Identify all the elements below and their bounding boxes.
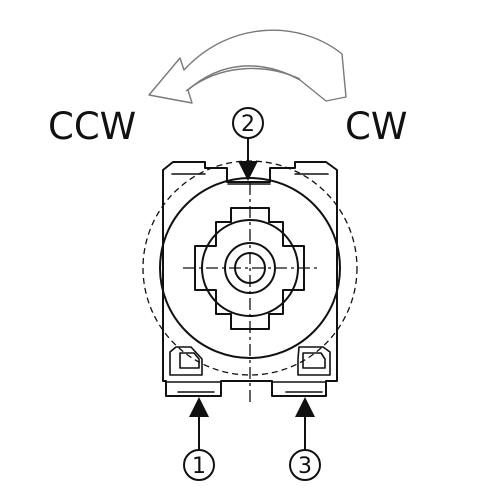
rotation-arrow [148,29,347,104]
component-body [142,160,358,405]
right-terminal-detail [271,346,331,383]
rotor-circle [159,177,341,359]
outer-housing [162,161,338,397]
pin-2-callout: 2 [232,107,264,181]
pin-1-label: 1 [192,454,206,479]
left-terminal-detail [165,346,222,383]
ccw-label: CCW [48,105,136,148]
dashed-rotor-outline [142,160,358,376]
pin-1-callout: 1 [183,397,215,481]
rotation-arrow-outline [148,29,347,104]
pin-2-label: 2 [241,112,255,137]
pin-3-callout: 3 [289,397,321,481]
pin-3-label: 3 [298,454,312,479]
cw-label: CW [345,105,407,148]
cross-slot [194,207,305,330]
